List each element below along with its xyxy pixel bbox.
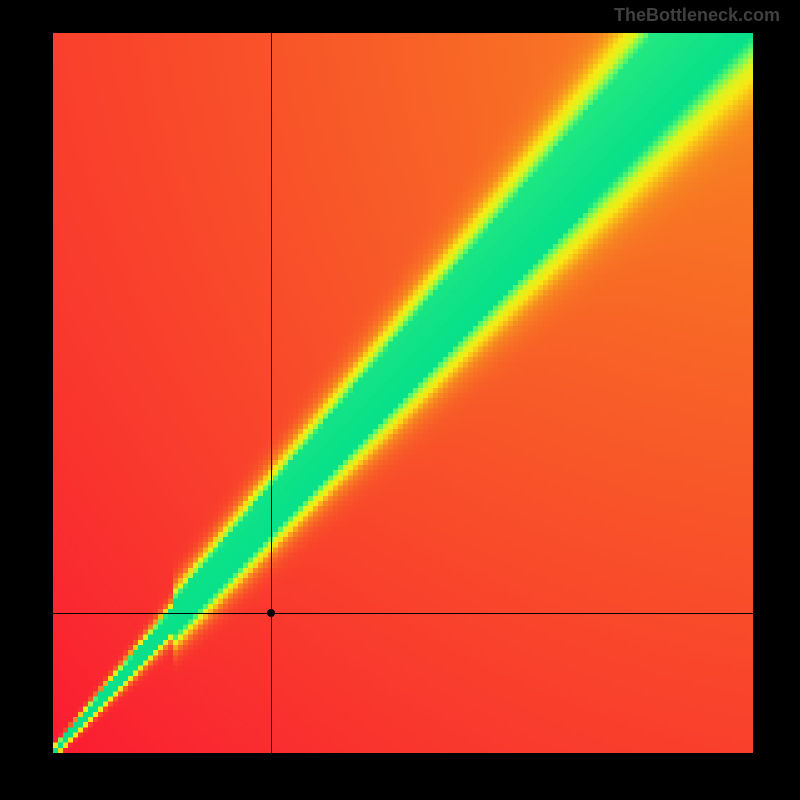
- crosshair-vertical: [271, 33, 272, 753]
- crosshair-horizontal: [53, 613, 753, 614]
- heatmap-canvas: [53, 33, 753, 753]
- plot-area: [53, 33, 753, 753]
- crosshair-marker: [267, 609, 275, 617]
- watermark-text: TheBottleneck.com: [614, 5, 780, 26]
